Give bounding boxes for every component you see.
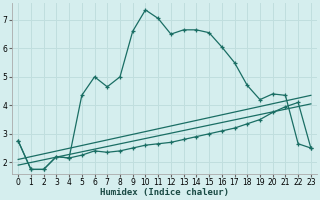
X-axis label: Humidex (Indice chaleur): Humidex (Indice chaleur) bbox=[100, 188, 229, 197]
